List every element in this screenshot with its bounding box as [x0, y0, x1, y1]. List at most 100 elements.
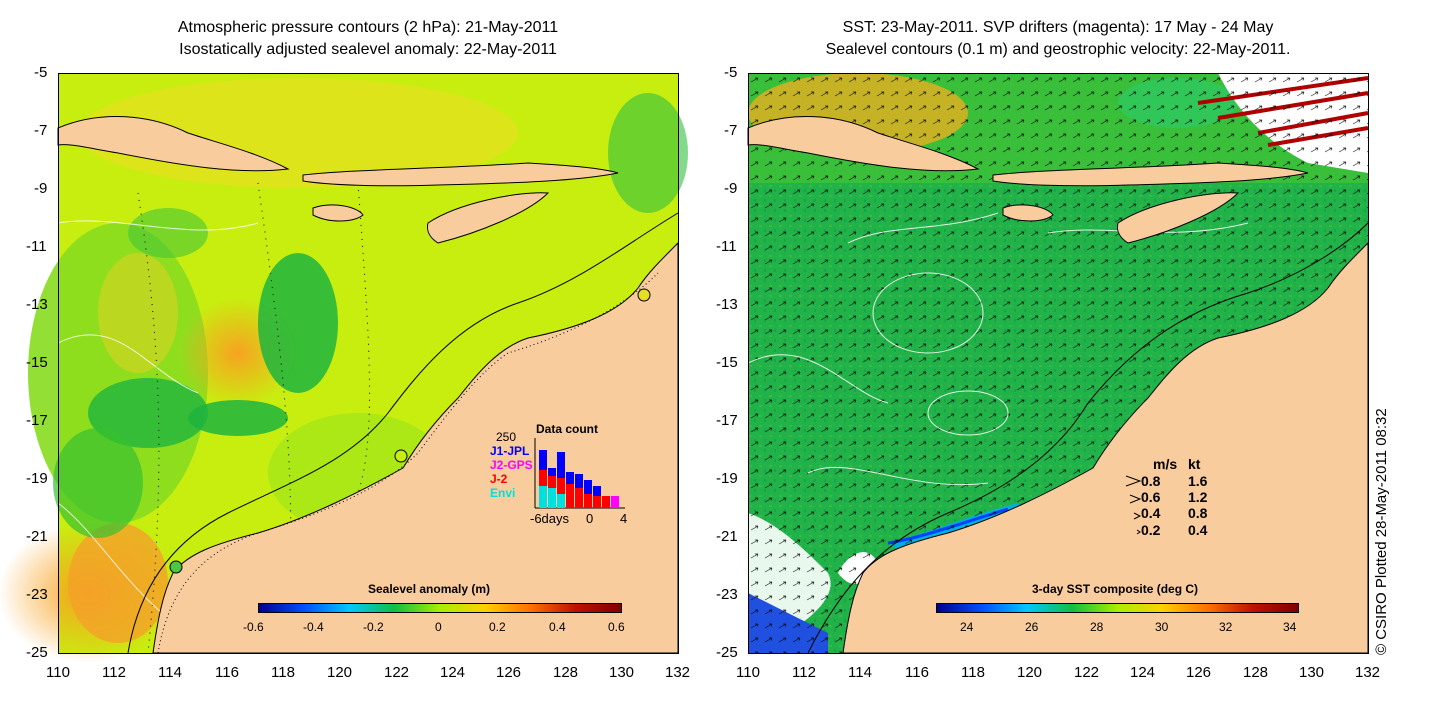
velocity-key-kt-value: 0.8: [1188, 505, 1208, 521]
left-x-tick: 116: [215, 664, 239, 681]
java-bali-land: [57, 116, 290, 172]
velocity-key-ms-value: 0.4: [1141, 505, 1161, 521]
right-y-tick: -5: [724, 64, 738, 81]
right-y-tick: -21: [716, 528, 738, 545]
left-cb-tick: -0.4: [303, 620, 324, 634]
left-map: [0, 73, 688, 663]
left-title-line2: Isostatically adjusted sealevel anomaly:…: [179, 41, 557, 58]
australia-land: [152, 241, 679, 654]
left-x-tick: 114: [158, 664, 182, 681]
left-cb-tick: -0.6: [243, 620, 264, 634]
sumba-island: [1002, 204, 1054, 222]
timor-island: [427, 192, 550, 244]
inset-x-label: 0: [586, 511, 594, 526]
right-x-tick: 132: [1355, 664, 1381, 681]
right-x-tick: 110: [736, 664, 760, 681]
right-cb-tick: 30: [1155, 620, 1169, 634]
left-x-tick: 120: [327, 664, 353, 681]
java-bali-land: [747, 116, 980, 172]
right-y-tick: -15: [716, 354, 738, 371]
left-y-tick: -9: [34, 180, 48, 197]
left-x-tick: 110: [46, 664, 70, 681]
right-x-tick: 130: [1299, 664, 1325, 681]
left-map-frame: [58, 73, 679, 654]
left-y-tick: -25: [26, 644, 48, 661]
right-y-tick: -11: [716, 238, 737, 255]
right-x-tick: 128: [1243, 664, 1269, 681]
legend-envi: Envi: [490, 486, 516, 500]
right-cb-tick: 24: [960, 620, 974, 634]
tide-gauge-marker: [637, 288, 651, 302]
left-x-tick: 112: [102, 664, 126, 681]
velocity-key-ms-value: 0.8: [1141, 473, 1161, 489]
tide-gauge-marker: [169, 560, 183, 574]
sumba-island: [312, 204, 364, 222]
right-y-tick: -7: [724, 122, 738, 139]
right-map: [747, 73, 1369, 654]
left-x-tick: 130: [609, 664, 635, 681]
left-x-tick: 122: [384, 664, 410, 681]
right-colorbar: [936, 603, 1299, 613]
right-cb-tick: 26: [1025, 620, 1039, 634]
left-y-tick: -19: [26, 470, 48, 487]
right-x-tick: 112: [792, 664, 816, 681]
inset-data-count-chart: [534, 438, 625, 509]
right-y-tick: -9: [724, 180, 738, 197]
velocity-key-kt-value: 1.2: [1188, 489, 1208, 505]
right-title-line2: Sealevel contours (0.1 m) and geostrophi…: [825, 41, 1291, 58]
right-y-tick: -13: [716, 296, 738, 313]
right-x-tick: 120: [1017, 664, 1043, 681]
left-y-tick: -17: [26, 412, 48, 429]
left-y-tick: -21: [26, 528, 48, 545]
left-colorbar: [258, 603, 622, 613]
left-x-tick: 132: [665, 664, 691, 681]
left-x-tick: 126: [496, 664, 522, 681]
left-colorbar-title: Sealevel anomaly (m): [368, 582, 491, 596]
right-x-tick: 118: [961, 664, 985, 681]
right-cb-tick: 32: [1219, 620, 1233, 634]
right-colorbar-title: 3-day SST composite (deg C): [1032, 582, 1199, 596]
legend-j2-gps: J2-GPS: [490, 458, 533, 472]
inset-max-label: 250: [496, 430, 517, 444]
right-y-tick: -25: [716, 644, 738, 661]
lesser-sunda-islands: [992, 162, 1309, 187]
right-cb-tick: 34: [1283, 620, 1297, 634]
left-title-line1: Atmospheric pressure contours (2 hPa): 2…: [177, 19, 559, 36]
left-x-tick: 118: [271, 664, 295, 681]
right-map-frame: [748, 73, 1369, 654]
left-y-tick: -7: [34, 122, 48, 139]
right-x-tick: 124: [1130, 664, 1156, 681]
right-y-tick: -23: [716, 586, 738, 603]
left-cb-tick: 0.6: [608, 620, 625, 634]
timor-island: [1117, 192, 1240, 244]
inset-title: Data count: [536, 422, 599, 436]
left-cb-tick: 0: [435, 620, 442, 634]
left-y-tick: -15: [26, 354, 48, 371]
inset-x-label: -6days: [530, 511, 570, 526]
inset-x-label: 4: [620, 511, 628, 526]
lesser-sunda-islands: [302, 162, 619, 187]
velocity-key-kt-value: 1.6: [1188, 473, 1208, 489]
legend-j-2: J-2: [490, 472, 508, 486]
right-x-tick: 116: [905, 664, 929, 681]
right-y-tick: -17: [716, 412, 738, 429]
legend-j1-jpl: J1-JPL: [490, 444, 530, 458]
left-x-tick: 128: [553, 664, 579, 681]
right-x-tick: 126: [1186, 664, 1212, 681]
left-cb-tick: 0.2: [489, 620, 506, 634]
right-y-tick: -19: [716, 470, 738, 487]
left-cb-tick: -0.2: [363, 620, 384, 634]
credit-text: © CSIRO Plotted 28-May-2011 08:32: [1373, 408, 1390, 655]
left-y-tick: -13: [26, 296, 48, 313]
left-y-tick: -11: [26, 238, 47, 255]
velocity-key-ms-value: 0.2: [1141, 522, 1161, 538]
right-x-tick: 114: [848, 664, 872, 681]
left-cb-tick: 0.4: [549, 620, 566, 634]
velocity-key-header-kt: kt: [1188, 456, 1201, 472]
left-x-tick: 124: [440, 664, 466, 681]
tide-gauge-marker: [394, 449, 408, 463]
left-y-tick: -5: [34, 64, 48, 81]
right-cb-tick: 28: [1090, 620, 1104, 634]
left-y-tick: -23: [26, 586, 48, 603]
right-x-tick: 122: [1074, 664, 1100, 681]
